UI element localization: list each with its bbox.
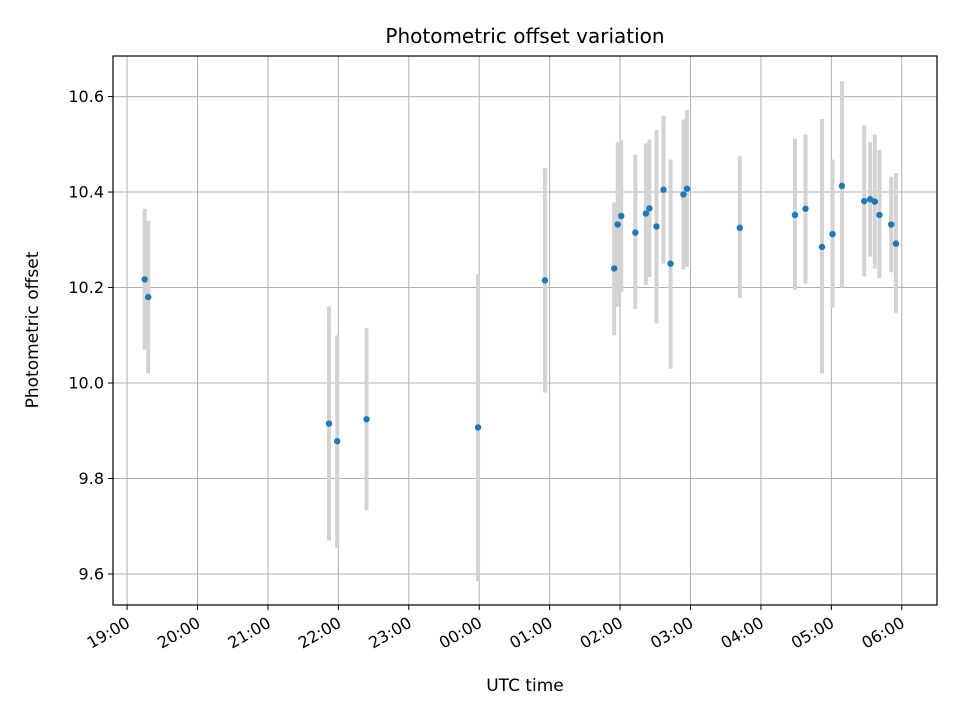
data-point xyxy=(838,182,846,190)
x-axis-label: UTC time xyxy=(486,676,564,696)
data-point xyxy=(145,293,152,301)
chart-title: Photometric offset variation xyxy=(385,24,664,48)
data-point xyxy=(736,224,744,232)
data-point xyxy=(683,185,691,192)
data-point xyxy=(892,240,900,247)
data-point xyxy=(829,230,836,238)
data-point xyxy=(541,277,549,284)
y-axis-ticks: 9.6 9.8 10.0 10.2 10.4 10.6 xyxy=(68,87,113,583)
data-point xyxy=(474,424,482,431)
data-point xyxy=(618,212,625,220)
data-point xyxy=(333,438,341,445)
data-point xyxy=(876,211,883,219)
data-point xyxy=(791,211,799,219)
data-point xyxy=(141,276,148,283)
y-axis-label: Photometric offset xyxy=(23,251,43,408)
data-point xyxy=(818,243,826,251)
data-point xyxy=(325,420,333,427)
y-tick-label: 9.8 xyxy=(79,469,104,488)
data-point xyxy=(680,191,687,198)
data-point xyxy=(871,198,878,205)
data-point xyxy=(614,221,621,228)
y-tick-label: 10.2 xyxy=(68,278,104,297)
y-tick-label: 10.6 xyxy=(68,87,104,106)
data-points xyxy=(141,182,900,445)
data-point xyxy=(363,416,370,423)
y-tick-label: 10.0 xyxy=(68,374,104,393)
data-point xyxy=(642,210,650,217)
data-point xyxy=(611,265,618,272)
data-point xyxy=(888,221,895,228)
data-point xyxy=(802,205,809,212)
data-point xyxy=(660,186,667,193)
data-point xyxy=(861,197,868,205)
plot-frame xyxy=(112,55,938,606)
data-point xyxy=(632,229,639,236)
data-point xyxy=(646,205,653,212)
data-point xyxy=(653,223,660,230)
y-tick-label: 9.6 xyxy=(79,564,104,583)
data-point xyxy=(667,260,674,267)
y-tick-label: 10.4 xyxy=(68,183,104,202)
